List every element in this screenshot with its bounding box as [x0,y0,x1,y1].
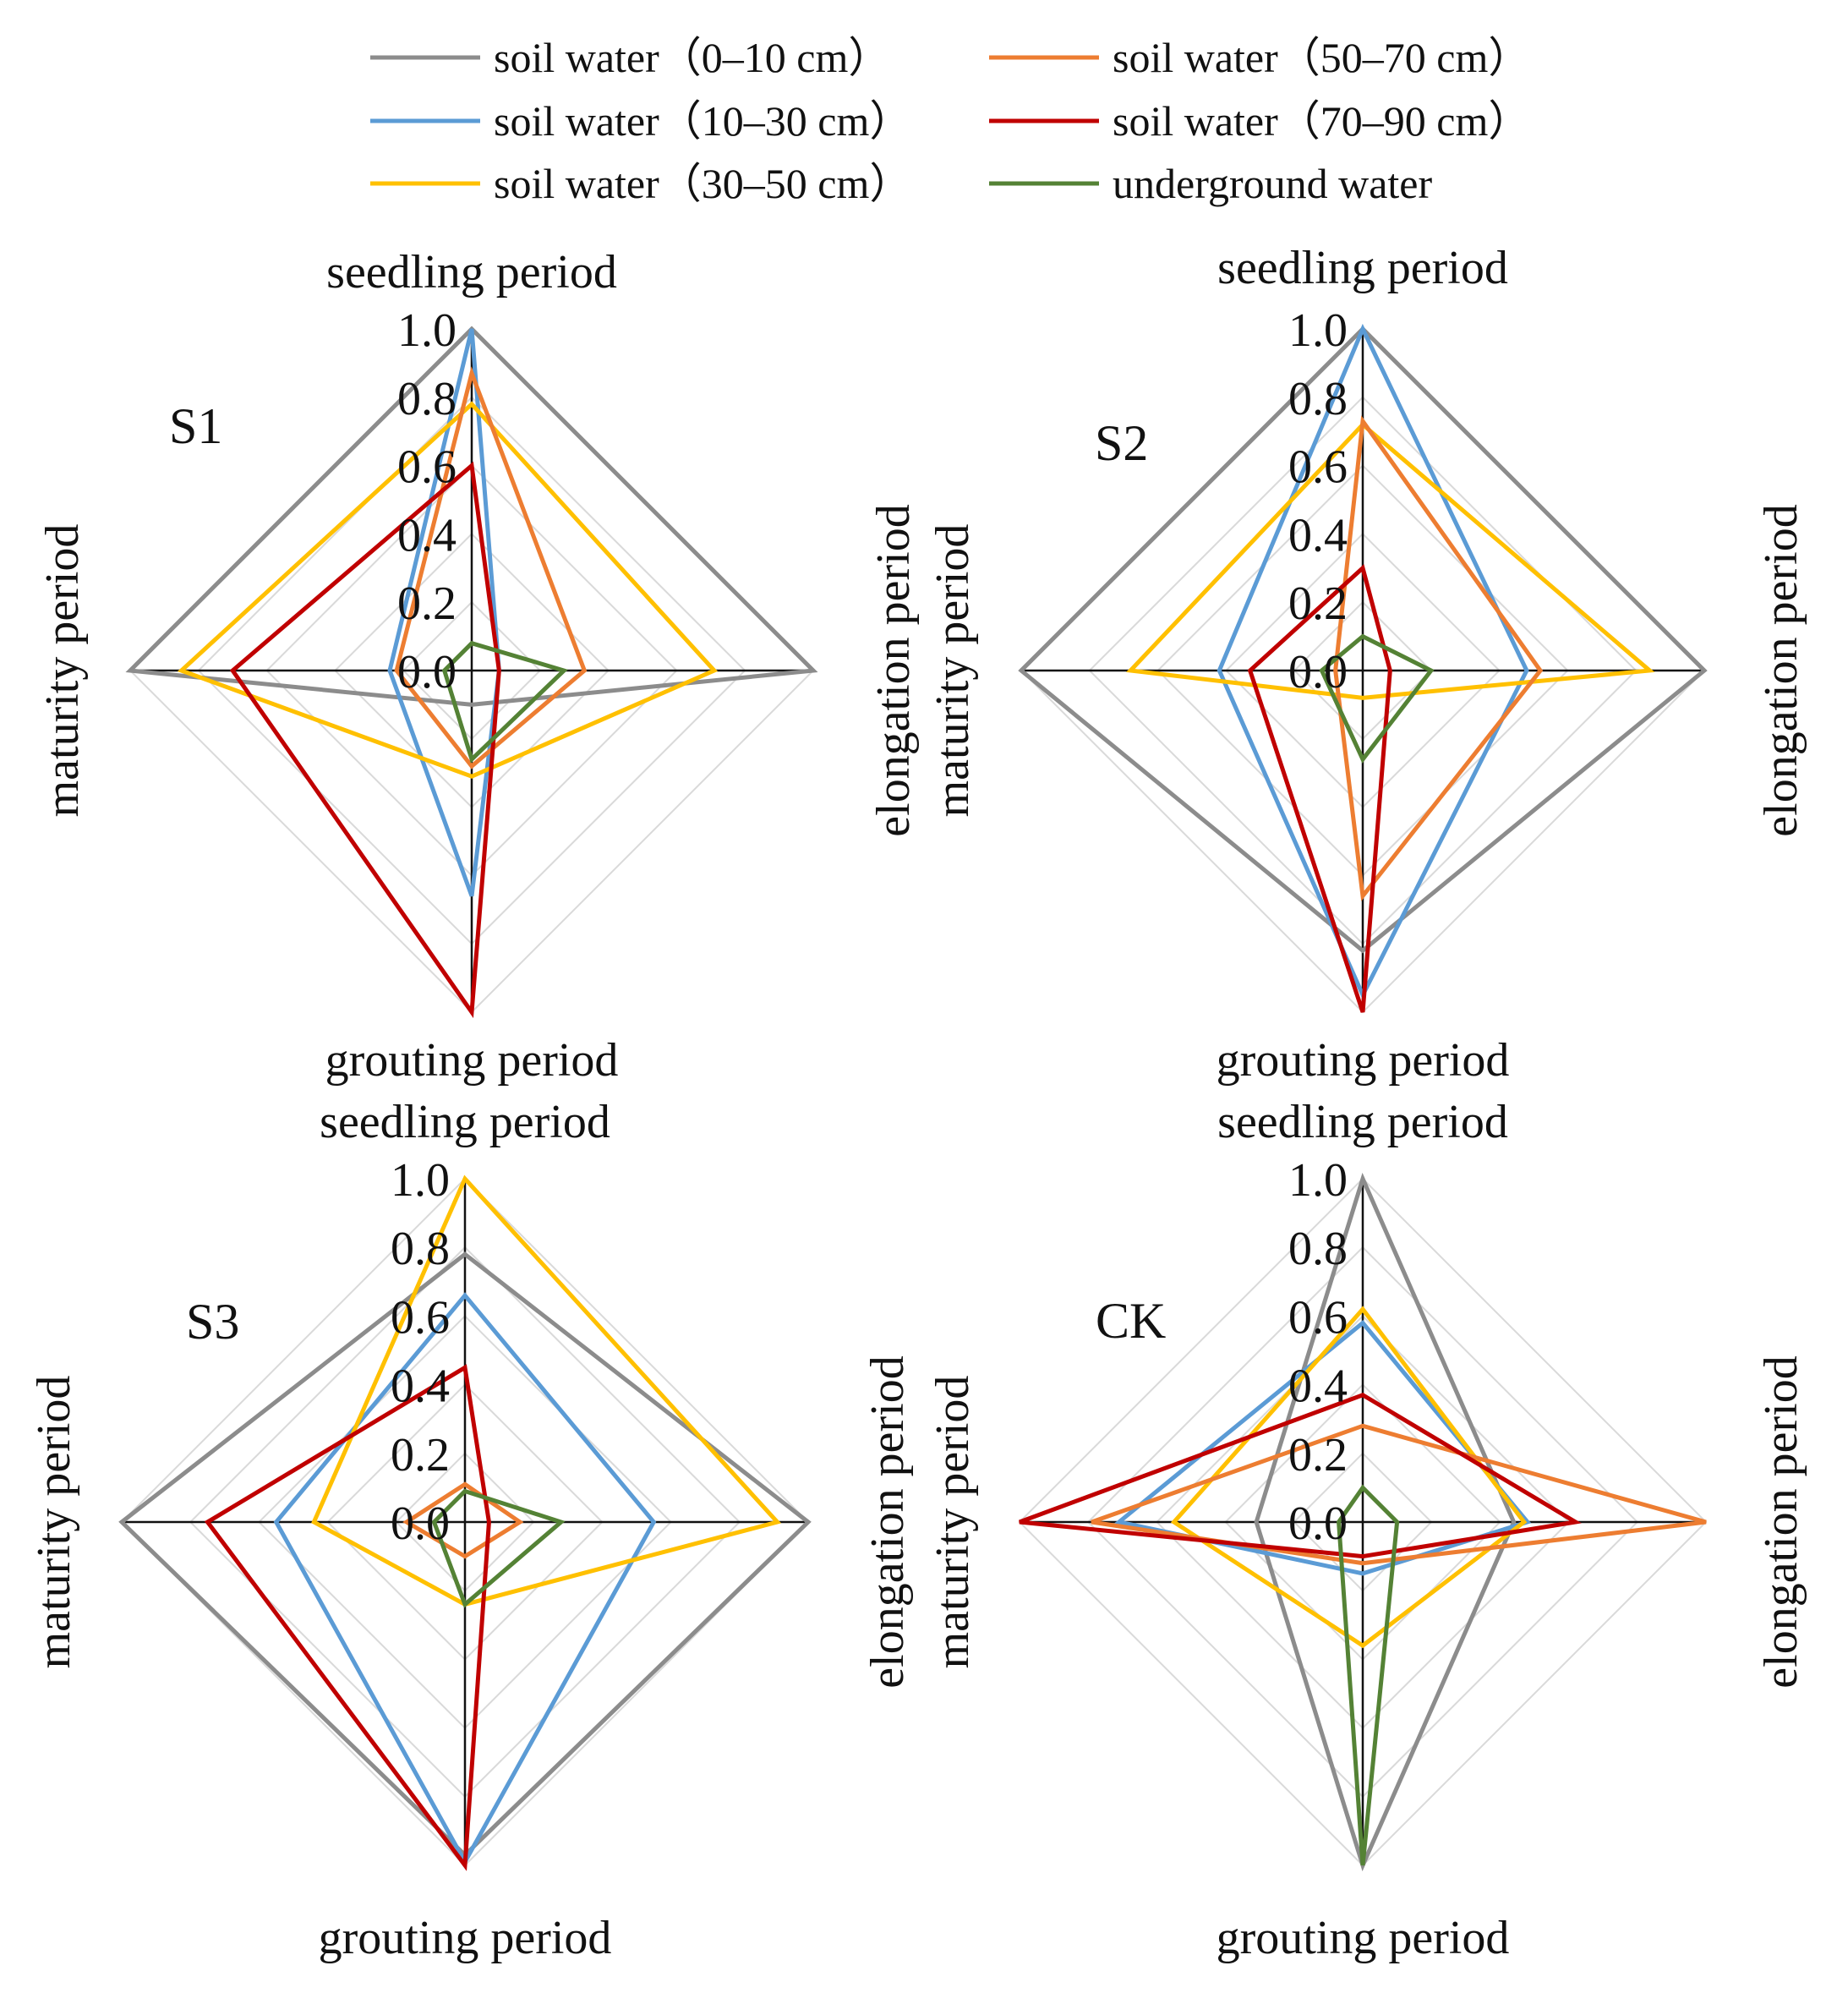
radar-tick-labels: 0.0 0.2 0.4 0.6 0.8 1.0 [397,304,457,698]
tick-label-1-0: 1.0 [397,304,457,357]
axis-label-maturity: maturity period [28,1376,80,1669]
tick-label-0-2: 0.2 [1288,578,1348,630]
series-line-ugw [1337,1484,1400,1866]
tick-label-1-0: 1.0 [391,1154,450,1207]
radar-tick-labels: 0.0 0.2 0.4 0.6 0.8 1.0 [1288,304,1348,698]
tick-label-0-8: 0.8 [1288,1223,1348,1275]
axis-label-elongation: elongation period [1755,1355,1807,1688]
tick-label-0-4: 0.4 [1288,509,1348,561]
tick-label-0-8: 0.8 [391,1223,450,1275]
series-line-sw10_30 [387,328,501,897]
series-line-sw0_10 [125,326,818,707]
tick-label-0-4: 0.4 [1288,1361,1348,1413]
tick-label-0-6: 0.6 [391,1291,450,1344]
series-line-ugw [441,640,568,764]
legend-item-ugw: underground water [989,160,1432,207]
tick-label-0-4: 0.4 [391,1361,450,1413]
axis-label-grouting: grouting period [325,1034,619,1087]
axis-label-elongation: elongation period [867,504,920,836]
series-line-sw50_70 [1333,415,1544,901]
series-line-sw50_70 [394,366,588,769]
legend-item-sw70-90: soil water（70–90 cm） [989,97,1530,145]
panel-label: S3 [186,1294,239,1350]
legend-label-sw70-90: soil water（70–90 cm） [1113,97,1530,145]
series-line-sw30_50 [1126,421,1655,700]
radar-series-group [125,326,818,1019]
tick-label-0-2: 0.2 [1288,1429,1348,1481]
radar-series-group [1018,323,1708,1013]
tick-label-0-2: 0.2 [391,1429,450,1481]
legend-item-sw50-70: soil water（50–70 cm） [989,34,1530,81]
radar-panel-s2: 0.0 0.2 0.4 0.6 0.8 1.0 seedling period … [927,242,1807,1087]
legend-label-sw50-70: soil water（50–70 cm） [1113,34,1530,81]
legend-label-ugw: underground water [1113,160,1432,207]
tick-label-0-0: 0.0 [391,1498,450,1550]
tick-label-0-8: 0.8 [1288,373,1348,425]
radar-panel-s3: 0.0 0.2 0.4 0.6 0.8 1.0 seedling period … [28,1096,914,1964]
legend-item-sw10-30: soil water（10–30 cm） [370,97,911,145]
panel-label: S1 [169,398,222,454]
panel-label: CK [1096,1293,1166,1349]
axis-label-grouting: grouting period [1217,1034,1510,1087]
legend: soil water（0–10 cm） soil water（10–30 cm）… [370,34,1530,207]
axis-label-seedling: seedling period [1217,1096,1508,1148]
legend-label-sw30-50: soil water（30–50 cm） [494,160,911,207]
panel-label: S2 [1095,415,1148,471]
axis-label-elongation: elongation period [1755,504,1807,836]
tick-label-0-6: 0.6 [1288,441,1348,494]
axis-label-seedling: seedling period [1217,242,1508,294]
tick-label-0-2: 0.2 [397,578,457,630]
tick-label-0-8: 0.8 [397,373,457,425]
tick-label-1-0: 1.0 [1288,1154,1348,1207]
tick-label-0-0: 0.0 [397,646,457,698]
axis-label-maturity: maturity period [36,524,89,818]
legend-item-sw30-50: soil water（30–50 cm） [370,160,911,207]
series-line-sw70_90 [1247,564,1392,1013]
radar-series-group [1019,1172,1707,1872]
axis-label-elongation: elongation period [861,1355,914,1688]
series-line-sw70_90 [1019,1393,1582,1559]
legend-label-sw0-10: soil water（0–10 cm） [494,34,890,81]
radar-tick-labels: 0.0 0.2 0.4 0.6 0.8 1.0 [391,1154,450,1550]
series-line-sw0_10 [1018,326,1708,954]
tick-label-0-0: 0.0 [1288,1498,1348,1550]
radar-panel-s1: 0.0 0.2 0.4 0.6 0.8 1.0 seedling period … [36,246,920,1087]
radar-panel-ck: 0.0 0.2 0.4 0.6 0.8 1.0 seedling period … [927,1096,1807,1964]
legend-item-sw0-10: soil water（0–10 cm） [370,34,890,81]
tick-label-0-0: 0.0 [1288,646,1348,698]
legend-label-sw10-30: soil water（10–30 cm） [494,97,911,145]
axis-label-seedling: seedling period [320,1096,610,1148]
series-line-sw50_70 [1091,1423,1707,1566]
tick-label-1-0: 1.0 [1288,304,1348,357]
series-line-ugw [431,1488,566,1608]
radar-tick-labels: 0.0 0.2 0.4 0.6 0.8 1.0 [1288,1154,1348,1550]
axis-label-grouting: grouting period [1217,1912,1510,1964]
radar-series-group [118,1174,812,1871]
series-line-sw30_50 [1170,1306,1528,1649]
series-line-sw70_90 [204,1364,491,1871]
series-line-ugw [1319,633,1435,764]
tick-label-0-4: 0.4 [397,509,457,561]
axis-label-maturity: maturity period [927,1376,979,1669]
axis-label-grouting: grouting period [319,1912,612,1964]
axis-label-maturity: maturity period [927,524,979,818]
radar-grid [120,1177,810,1867]
series-line-sw70_90 [229,461,501,1019]
tick-label-0-6: 0.6 [397,441,457,494]
series-line-sw30_50 [177,401,719,779]
tick-label-0-6: 0.6 [1288,1291,1348,1344]
series-line-sw50_70 [402,1481,524,1559]
axis-label-seedling: seedling period [326,246,617,298]
